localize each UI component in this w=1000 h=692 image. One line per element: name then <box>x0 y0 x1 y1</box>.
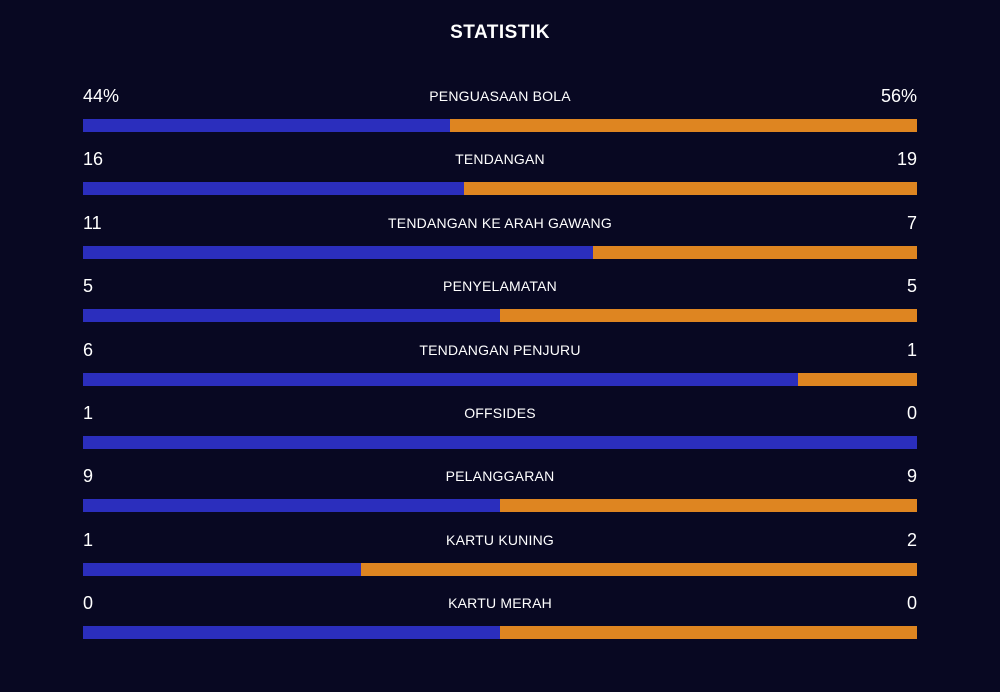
home-value: 44% <box>83 86 120 106</box>
stat-row: KARTU KUNING 1 2 <box>83 527 917 579</box>
home-bar-segment <box>83 246 593 259</box>
stat-bar <box>83 246 917 259</box>
home-bar-segment <box>83 626 500 639</box>
stat-bar <box>83 563 917 576</box>
stat-row: TENDANGAN 16 19 <box>83 146 917 198</box>
away-value: 56% <box>880 86 917 106</box>
stat-label: TENDANGAN PENJURU <box>419 342 581 358</box>
away-value: 9 <box>906 466 917 486</box>
away-bar-segment <box>797 373 917 386</box>
home-value: 0 <box>83 593 94 613</box>
stat-bar <box>83 373 917 386</box>
away-bar-segment <box>360 563 917 576</box>
stat-label: KARTU KUNING <box>446 532 554 548</box>
stat-row: PENGUASAAN BOLA 44% 56% <box>83 83 917 135</box>
stat-row: OFFSIDES 1 0 <box>83 400 917 452</box>
away-bar-segment <box>592 246 917 259</box>
away-bar-segment <box>500 626 917 639</box>
stat-bar <box>83 119 917 132</box>
away-bar-segment <box>500 499 917 512</box>
stat-label: PENGUASAAN BOLA <box>429 88 571 104</box>
away-value: 2 <box>906 530 917 550</box>
stat-row: PELANGGARAN 9 9 <box>83 463 917 515</box>
home-bar-segment <box>83 119 450 132</box>
page-title: STATISTIK <box>450 22 550 43</box>
home-bar-segment <box>83 436 917 449</box>
home-value: 9 <box>83 466 94 486</box>
stat-row: PENYELAMATAN 5 5 <box>83 273 917 325</box>
stat-bar <box>83 309 917 322</box>
stat-bar <box>83 436 917 449</box>
stat-bar <box>83 182 917 195</box>
stat-row: TENDANGAN PENJURU 6 1 <box>83 337 917 389</box>
stat-row: KARTU MERAH 0 0 <box>83 590 917 642</box>
stat-label: OFFSIDES <box>464 405 536 421</box>
stat-bar <box>83 499 917 512</box>
stat-row: TENDANGAN KE ARAH GAWANG 11 7 <box>83 210 917 262</box>
home-value: 16 <box>83 149 104 169</box>
stat-label: PENYELAMATAN <box>443 278 557 294</box>
home-value: 6 <box>83 340 94 360</box>
away-value: 19 <box>896 149 917 169</box>
home-bar-segment <box>83 373 798 386</box>
away-bar-segment <box>500 309 917 322</box>
home-bar-segment <box>83 182 465 195</box>
home-value: 11 <box>83 213 102 233</box>
home-value: 1 <box>83 530 94 550</box>
stat-label: TENDANGAN KE ARAH GAWANG <box>388 215 612 231</box>
home-value: 1 <box>83 403 94 423</box>
away-value: 5 <box>906 276 917 296</box>
away-value: 7 <box>906 213 917 233</box>
away-bar-segment <box>449 119 917 132</box>
away-value: 1 <box>906 340 917 360</box>
home-bar-segment <box>83 563 361 576</box>
home-value: 5 <box>83 276 94 296</box>
home-bar-segment <box>83 309 500 322</box>
away-bar-segment <box>464 182 917 195</box>
stat-label: PELANGGARAN <box>445 468 555 484</box>
away-value: 0 <box>906 403 917 423</box>
stat-bar <box>83 626 917 639</box>
stat-label: KARTU MERAH <box>448 595 552 611</box>
stat-label: TENDANGAN <box>455 151 545 167</box>
away-value: 0 <box>906 593 917 613</box>
home-bar-segment <box>83 499 500 512</box>
